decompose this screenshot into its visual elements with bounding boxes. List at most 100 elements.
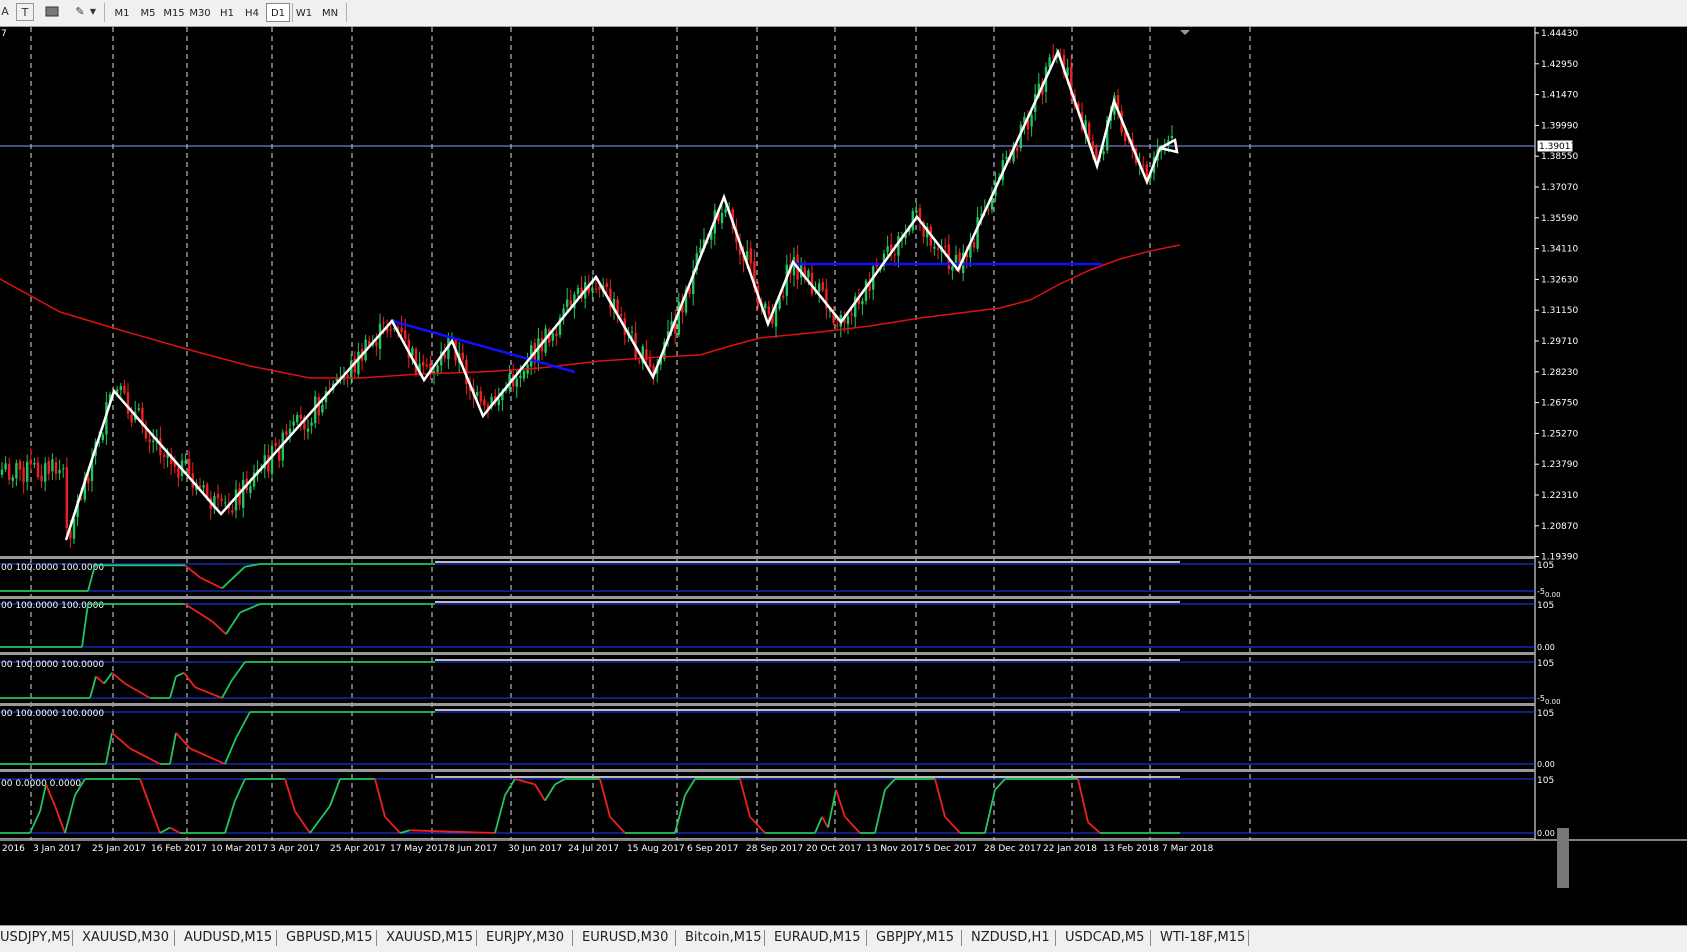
tab-separator [572, 930, 573, 946]
candle-body [1070, 66, 1073, 96]
indicator-curve-segment [81, 603, 89, 648]
symbol-tab[interactable]: GBPUSD,M15 [286, 930, 373, 945]
symbol-tab[interactable]: XAUUSD,M30 [82, 930, 169, 945]
symbol-tab[interactable]: XAUUSD,M15 [386, 930, 473, 945]
candle-body [922, 222, 925, 237]
candle-body [738, 244, 742, 255]
text-cursor-icon[interactable]: A [1, 5, 9, 18]
indicator-header: 00 100.0000 100.0000 [1, 601, 104, 611]
candle-body [857, 295, 860, 305]
draw-tools-icon[interactable]: ✎ [75, 5, 85, 18]
candle-body [980, 214, 983, 216]
symbol-tab[interactable]: Bitcoin,M15 [685, 930, 762, 945]
indicator-curve-segment [844, 816, 861, 834]
timeframe-m1-button[interactable]: M1 [114, 8, 130, 19]
price-axis-label: 1.37070 [1541, 183, 1578, 193]
candle-body [130, 415, 133, 423]
candle-body [630, 331, 634, 333]
panel-separator[interactable] [0, 652, 1535, 655]
indicator-curve-segment [329, 778, 341, 807]
indicator-curve-segment [1077, 778, 1089, 823]
candle-body [87, 477, 90, 484]
timeframe-m5-button[interactable]: M5 [140, 8, 156, 19]
indicator-curve-segment [309, 805, 331, 834]
indicator-curve-segment [814, 816, 823, 834]
candle-body [645, 349, 648, 361]
candle-body [501, 392, 504, 401]
symbol-tab[interactable]: USDCAD,M5 [1065, 930, 1145, 945]
candle-body [29, 459, 32, 465]
candle-body [566, 299, 569, 307]
candle-body [990, 197, 994, 210]
candle-body [281, 432, 284, 461]
candle-body [386, 325, 389, 332]
candle-body [44, 463, 47, 482]
candle-body [58, 469, 61, 474]
shift-marker-icon[interactable] [1180, 30, 1190, 35]
symbol-tab[interactable]: NZDUSD,H1 [971, 930, 1050, 945]
timeframe-m30-button[interactable]: M30 [189, 8, 211, 19]
candle-body [918, 207, 922, 222]
candle-body [414, 348, 418, 375]
candle-body [101, 434, 104, 441]
timeframe-h1-button[interactable]: H1 [220, 8, 234, 19]
date-axis-label: 28 Sep 2017 [746, 844, 803, 854]
date-axis-label: 25 Apr 2017 [330, 844, 386, 854]
candle-body [515, 378, 518, 387]
candle-body [890, 244, 893, 254]
symbol-tab[interactable]: EURAUD,M15 [774, 930, 861, 945]
candle-body [648, 358, 652, 368]
candle-body [677, 301, 680, 335]
symbol-tab[interactable]: WTI-18F,M15 [1160, 930, 1246, 945]
date-axis-label: 7 Mar 2018 [1162, 844, 1214, 854]
candle-body [141, 407, 144, 427]
current-price-box [1536, 139, 1574, 153]
candle-body [242, 480, 245, 508]
candle-body [310, 422, 313, 426]
symbol-tab[interactable]: EURJPY,M30 [486, 930, 564, 945]
timeframe-d1-button[interactable]: D1 [266, 3, 290, 22]
date-axis-label: 22 Jan 2018 [1043, 844, 1097, 854]
panel-separator[interactable] [0, 703, 1535, 706]
symbol-tab[interactable]: EURUSD,M30 [582, 930, 669, 945]
text-label-icon[interactable]: T [16, 3, 34, 21]
panel-separator[interactable] [0, 596, 1535, 599]
symbol-tab[interactable]: AUDUSD,M15 [184, 930, 273, 945]
indicator-curve-segment [169, 732, 177, 765]
date-axis-label: 16 Feb 2017 [151, 844, 207, 854]
candle-body [681, 302, 684, 313]
indicator-curve-segment [149, 805, 161, 834]
candle-body [0, 469, 4, 475]
dropdown-arrow-icon[interactable]: ▼ [89, 7, 97, 16]
symbol-tab[interactable]: USDJPY,M5 [0, 930, 71, 945]
scrollbar-handle[interactable] [1557, 828, 1569, 888]
indicator-axis-bottom: 0.00 [1537, 643, 1555, 652]
candle-body [954, 254, 958, 269]
candle-body [958, 252, 961, 271]
timeframe-mn-button[interactable]: MN [321, 8, 339, 19]
candle-body [944, 246, 947, 248]
date-axis-label: 17 May 2017 [390, 844, 449, 854]
candle-body [555, 333, 558, 337]
timeframe-h4-button[interactable]: H4 [245, 8, 259, 19]
candle-body [47, 460, 50, 474]
indicator-curve-segment [235, 711, 251, 739]
date-axis-label: 20 Oct 2017 [806, 844, 862, 854]
candle-body [479, 391, 482, 402]
trend-line[interactable] [391, 319, 576, 374]
price-chart[interactable]: 1.44430 1.42950 1.41470 1.39990 1.38550 1.370… [0, 27, 1687, 925]
candle-body [98, 442, 101, 444]
candle-body [987, 210, 990, 212]
candle-body [144, 426, 148, 439]
panel-separator[interactable] [0, 556, 1535, 559]
panel-separator[interactable] [0, 838, 1535, 839]
screen-icon[interactable] [44, 3, 60, 21]
timeframe-m15-button[interactable]: M15 [163, 8, 185, 19]
candle-body [1012, 144, 1015, 162]
panel-separator[interactable] [0, 769, 1535, 772]
symbol-tab[interactable]: GBPJPY,M15 [876, 930, 955, 945]
current-price-label: 1.39017 [1539, 142, 1576, 152]
candle-body [908, 228, 911, 232]
candle-body [771, 314, 774, 324]
timeframe-w1-button[interactable]: W1 [295, 8, 313, 19]
